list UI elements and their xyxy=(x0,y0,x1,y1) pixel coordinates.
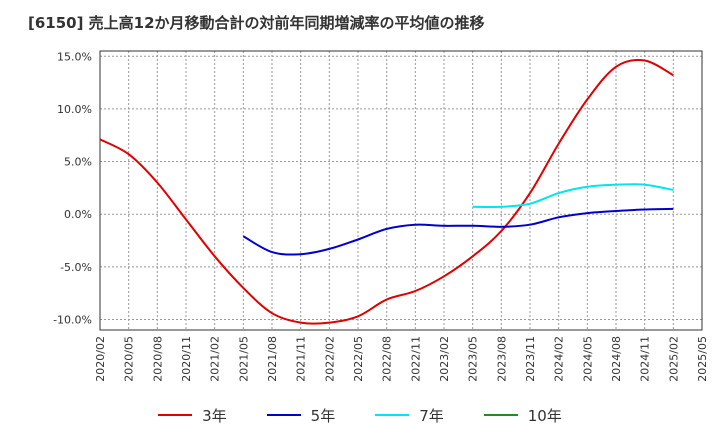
chart-title: [6150] 売上高12か月移動合計の対前年同期増減率の平均値の推移 xyxy=(28,14,485,32)
x-tick-label: 2022/08 xyxy=(381,336,394,382)
x-tick-label: 2023/05 xyxy=(467,336,480,382)
x-tick-label: 2024/02 xyxy=(553,336,566,382)
legend-swatch xyxy=(375,414,410,416)
legend-item: 7年 xyxy=(375,403,444,427)
x-tick-label: 2023/11 xyxy=(524,336,537,382)
x-tick-label: 2020/11 xyxy=(180,336,193,382)
x-tick-label: 2020/02 xyxy=(94,336,107,382)
x-tick-label: 2025/02 xyxy=(667,336,680,382)
y-tick-label: 15.0% xyxy=(57,50,92,63)
x-tick-label: 2020/08 xyxy=(151,336,164,382)
x-tick-label: 2024/11 xyxy=(639,336,652,382)
legend-item: 10年 xyxy=(483,403,562,427)
series-line-2 xyxy=(242,207,674,256)
x-tick-label: 2021/08 xyxy=(266,336,279,382)
y-tick-label: 0.0% xyxy=(64,208,92,221)
x-tick-label: 2022/02 xyxy=(323,336,336,382)
legend-label: 5年 xyxy=(310,406,336,425)
x-tick-label: 2022/05 xyxy=(352,336,365,382)
series-line-3 xyxy=(472,183,674,209)
y-tick-label: -10.0% xyxy=(53,313,92,326)
legend-swatch xyxy=(266,414,301,416)
x-tick-label: 2021/11 xyxy=(295,336,308,382)
legend-label: 3年 xyxy=(202,406,227,425)
y-tick-label: 5.0% xyxy=(64,156,92,169)
x-tick-label: 2020/05 xyxy=(123,336,136,382)
legend-label: 7年 xyxy=(419,406,444,425)
y-tick-label: -5.0% xyxy=(60,261,92,274)
x-tick-label: 2025/05 xyxy=(696,336,709,382)
x-tick-label: 2023/02 xyxy=(438,336,451,382)
legend-item: 3年 xyxy=(158,403,227,427)
legend-item: 5年 xyxy=(266,403,336,427)
series-line-1 xyxy=(99,58,674,325)
x-tick-label: 2024/08 xyxy=(610,336,623,382)
x-tick-label: 2021/05 xyxy=(237,336,250,382)
legend-label: 10年 xyxy=(527,406,562,425)
legend: 3年 5年 7年 10年 xyxy=(0,403,720,427)
x-tick-label: 2022/11 xyxy=(409,336,422,382)
y-tick-label: 10.0% xyxy=(57,103,92,116)
x-tick-label: 2023/08 xyxy=(495,336,508,382)
legend-swatch xyxy=(158,414,193,416)
x-tick-label: 2024/05 xyxy=(581,336,594,382)
plot-area-border xyxy=(99,50,703,331)
legend-swatch xyxy=(483,414,518,416)
x-tick-label: 2021/02 xyxy=(209,336,222,382)
